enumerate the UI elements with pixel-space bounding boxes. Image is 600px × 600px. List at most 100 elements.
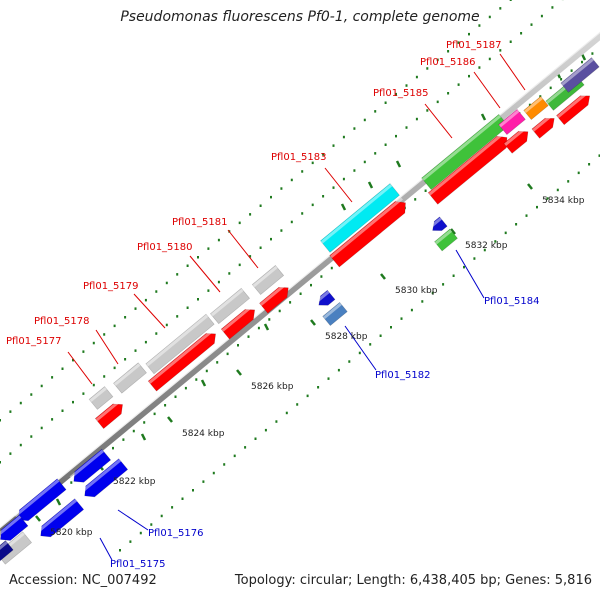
dot-tick [238, 263, 241, 267]
gene-box-5173[interactable] [0, 540, 14, 576]
dot-tick [254, 437, 257, 440]
dot-tick [363, 160, 366, 164]
gene-label[interactable]: Pfl01_5176 [148, 528, 204, 539]
dot-tick [164, 404, 167, 407]
dot-tick [238, 221, 241, 225]
dot-tick [369, 343, 372, 346]
gene-box-5178[interactable] [113, 362, 147, 394]
gene-arrow-5187[interactable] [531, 114, 555, 139]
dot-tick [426, 67, 429, 70]
dot-tick [560, 78, 563, 81]
gene-box-5181[interactable] [251, 264, 285, 296]
dot-tick [174, 395, 177, 398]
gene-box-5176a[interactable] [69, 448, 112, 483]
gene-box-5187[interactable] [523, 95, 549, 121]
gene-label[interactable]: Pfl01_5187 [446, 40, 502, 51]
dot-tick [186, 264, 189, 267]
gene-arrow-5175b[interactable] [36, 498, 85, 538]
gene-arrow-5176b[interactable] [80, 458, 129, 498]
gene-label[interactable]: Pfl01_5183 [271, 152, 327, 163]
dot-tick [415, 117, 418, 121]
leader-line [227, 229, 259, 269]
dot-tick [150, 523, 153, 526]
dot-tick [119, 549, 121, 552]
dot-tick [311, 203, 314, 207]
gene-arrow-5181[interactable] [259, 283, 289, 314]
dot-tick [280, 187, 283, 190]
dot-tick [212, 471, 215, 475]
gene-arrow-next[interactable] [556, 91, 591, 126]
gene-box-5177[interactable] [88, 386, 114, 410]
gene-arrow-5180[interactable] [220, 305, 256, 340]
dot-tick [19, 401, 22, 405]
gene-label[interactable]: Pfl01_5180 [137, 242, 193, 253]
gene-box-5179[interactable] [145, 313, 215, 375]
dot-tick [268, 318, 271, 321]
dot-tick [330, 266, 333, 270]
dot-tick [342, 177, 345, 181]
gene-box-5183[interactable] [320, 183, 400, 253]
dot-tick [363, 118, 366, 122]
label-leader-lines [67, 53, 526, 561]
leader-line [99, 537, 113, 561]
scale-tick [35, 515, 41, 522]
gene-arrow-5177[interactable] [94, 399, 123, 430]
gene-label[interactable]: Pfl01_5177 [6, 336, 62, 347]
gene-arrow-5179[interactable] [147, 329, 216, 392]
dot-tick [197, 256, 199, 259]
dot-tick [556, 188, 559, 192]
dot-tick [509, 0, 512, 1]
gene-label[interactable]: Pfl01_5181 [172, 217, 228, 228]
gene-box-5182[interactable] [322, 301, 348, 327]
dot-tick [395, 134, 397, 138]
gene-box-next2[interactable] [560, 57, 600, 93]
gene-labels: Pfl01_5175 Pfl01_5176 Pfl01_5177 Pfl01_5178… [6, 40, 540, 570]
gene-box-5180[interactable] [209, 287, 251, 325]
dot-tick [436, 100, 439, 104]
scale-tick [310, 319, 316, 326]
dot-tick [237, 344, 239, 347]
dot-tick [285, 411, 288, 415]
dot-tick [249, 255, 252, 258]
dot-tick [327, 377, 330, 380]
dot-tick [233, 454, 236, 458]
dot-tick [536, 205, 538, 209]
dot-tick [122, 438, 125, 441]
leader-line [324, 167, 353, 203]
dot-tick [424, 189, 427, 192]
gene-arrow-5183[interactable] [329, 197, 406, 268]
leader-line [189, 255, 221, 293]
gene-label[interactable]: Pfl01_5185 [373, 88, 429, 99]
gene-label[interactable]: Pfl01_5178 [34, 316, 90, 327]
gene-arrow-5184a[interactable] [429, 216, 448, 231]
dot-tick [217, 280, 220, 284]
dot-tick [205, 369, 208, 373]
gene-label[interactable]: Pfl01_5186 [420, 57, 476, 68]
gene-label[interactable]: Pfl01_5179 [83, 281, 139, 292]
gene-arrow-5182a[interactable] [315, 289, 336, 306]
dot-tick [217, 238, 220, 242]
gene-label[interactable]: Pfl01_5182 [375, 370, 431, 381]
dot-tick [176, 315, 179, 318]
minor-tick [340, 203, 347, 211]
gene-box-5186[interactable] [498, 108, 526, 136]
dot-tick [581, 60, 583, 64]
dot-tick [457, 41, 460, 44]
dot-tick [72, 358, 74, 362]
dot-tick [515, 223, 518, 226]
gene-label[interactable]: Pfl01_5175 [110, 559, 166, 570]
leader-line [455, 249, 485, 299]
gene-arrow-5186[interactable] [503, 127, 529, 154]
dot-tick [488, 57, 491, 61]
dot-tick [504, 231, 507, 235]
leader-line [67, 351, 93, 385]
dot-tick [353, 127, 356, 130]
gene-label[interactable]: Pfl01_5184 [484, 296, 540, 307]
dot-tick [280, 229, 283, 232]
gene-box-5174[interactable] [0, 514, 29, 541]
gene-box-5184[interactable] [434, 228, 458, 252]
dot-tick [421, 300, 424, 303]
dot-tick [51, 418, 54, 421]
dot-tick [226, 352, 229, 356]
